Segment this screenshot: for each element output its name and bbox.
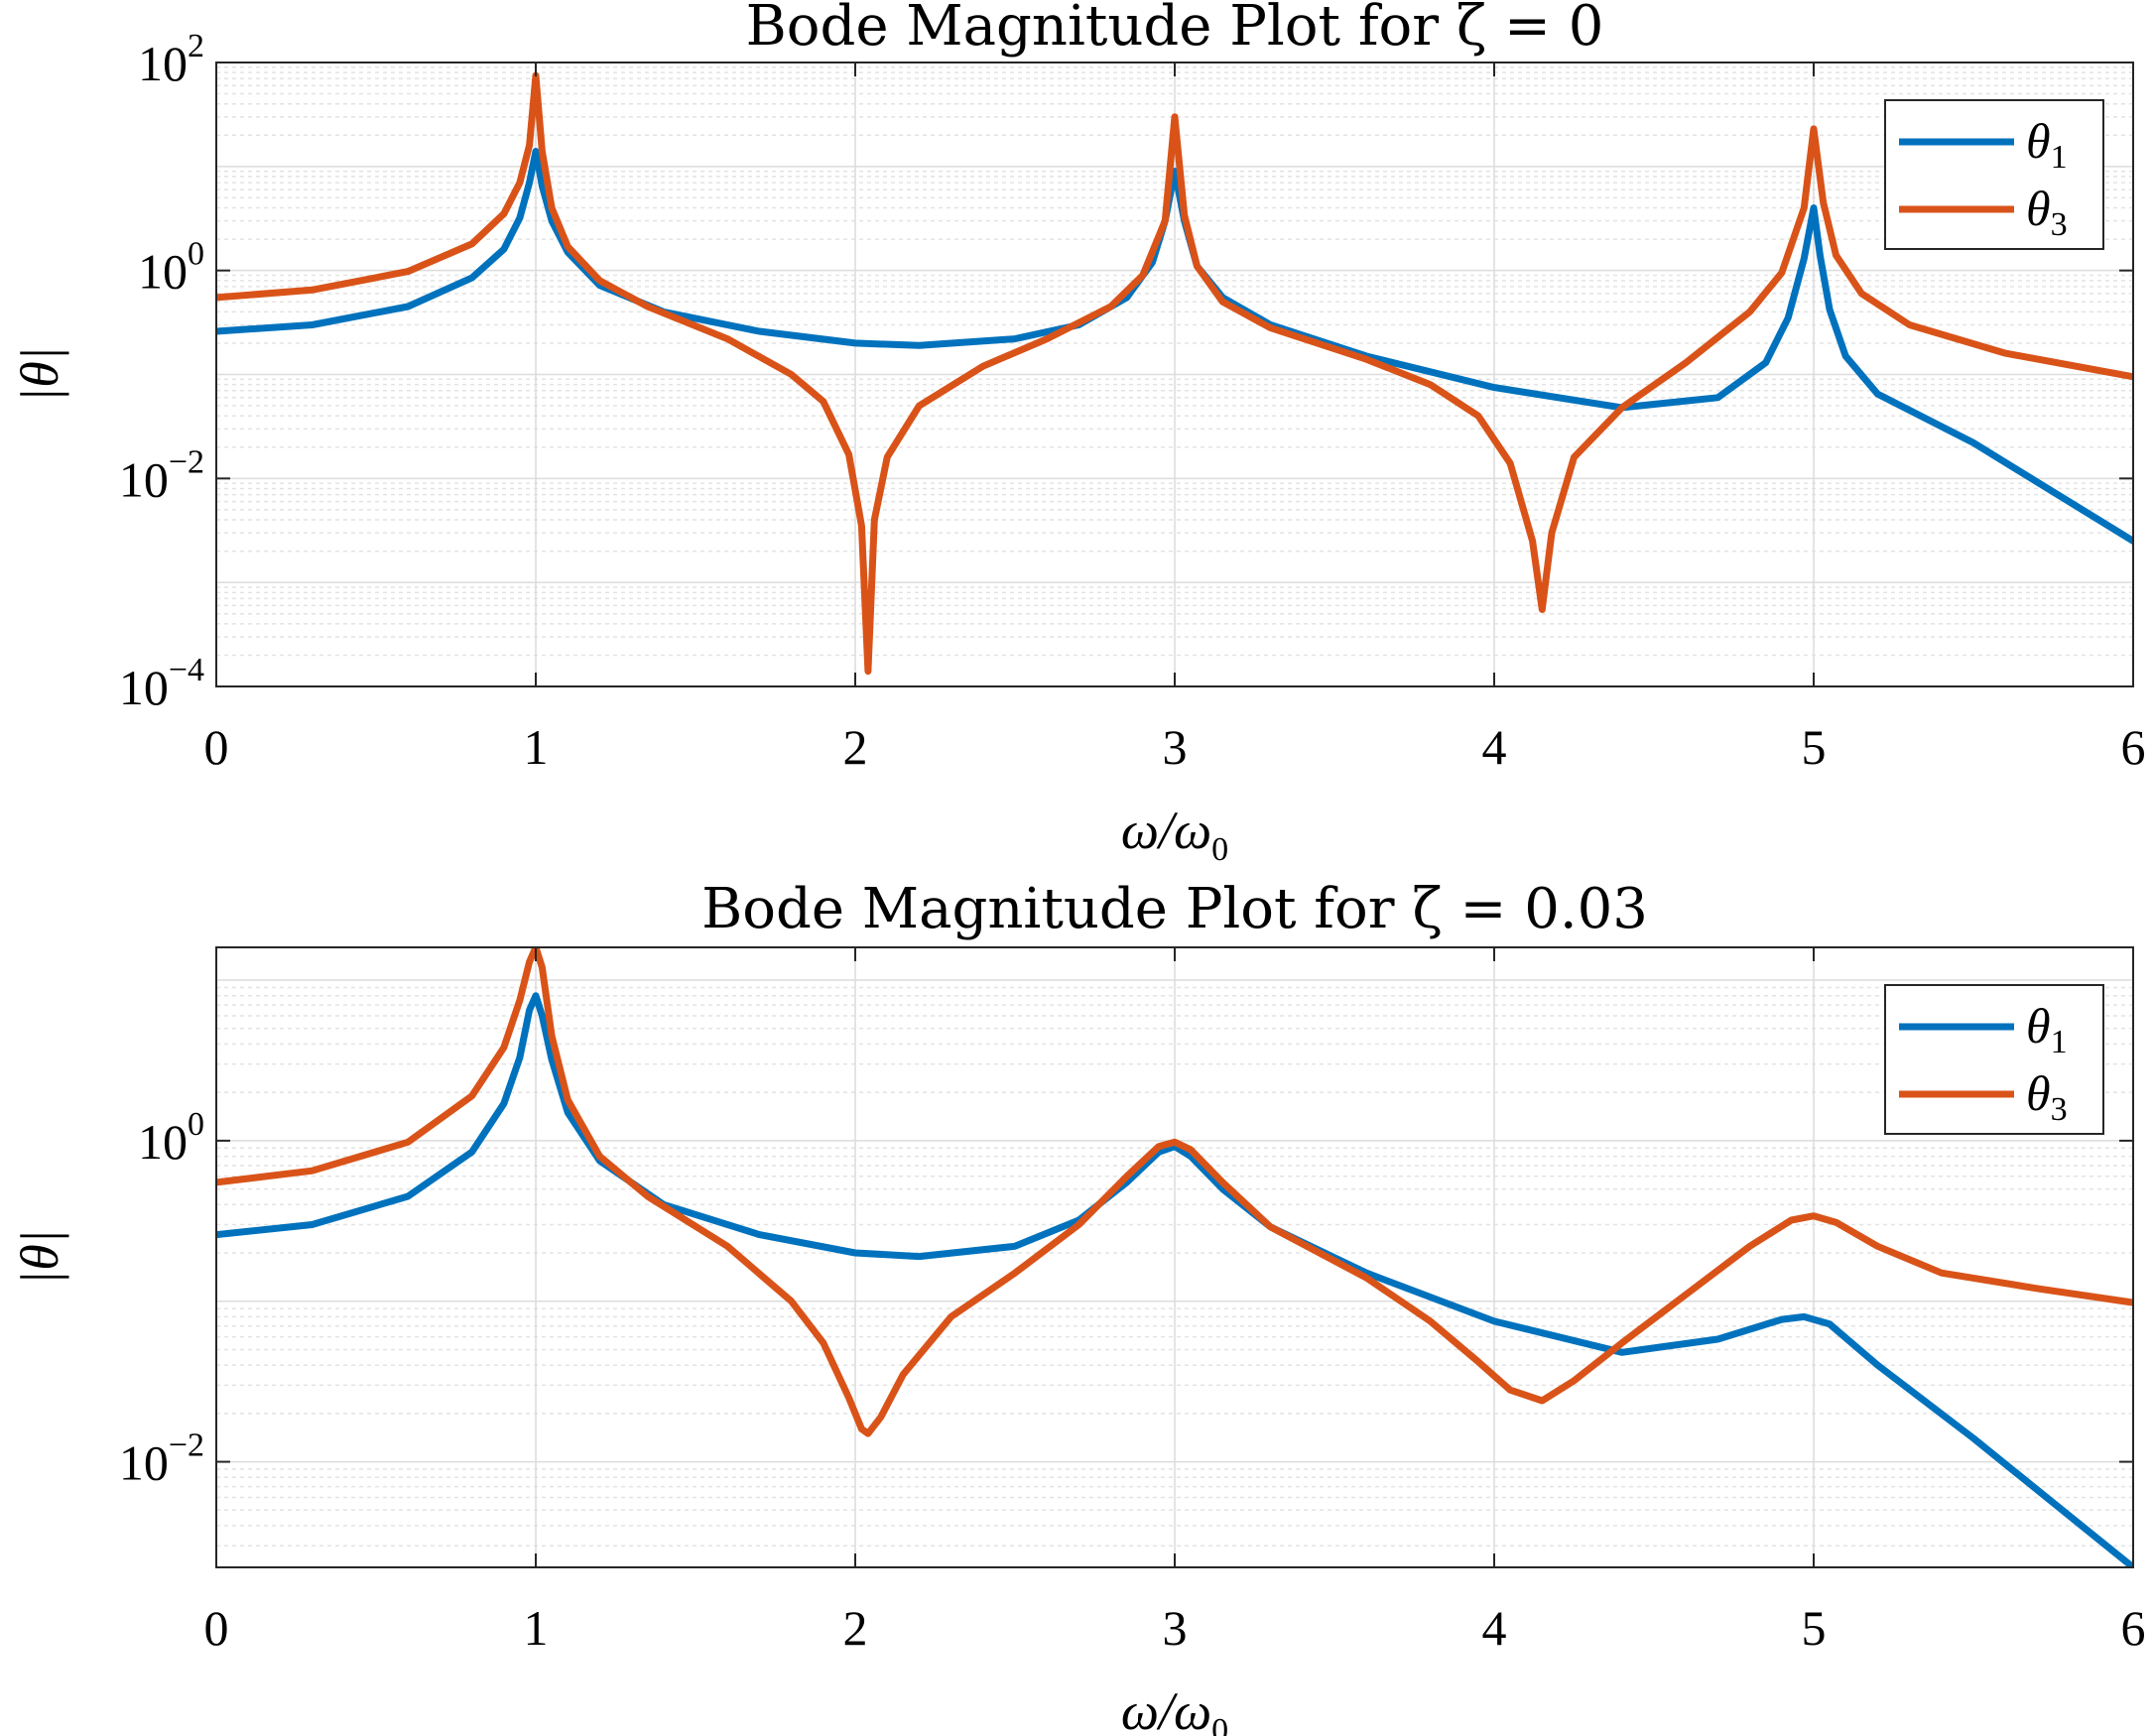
legend-box — [1884, 984, 2104, 1135]
y-tick-label: 100 — [138, 1106, 204, 1170]
x-tick-label: 1 — [524, 719, 549, 775]
x-tick-label: 0 — [204, 719, 229, 775]
legend-label-θ3: θ3 — [2026, 1065, 2068, 1128]
x-axis-label: ω/ω0 — [1121, 801, 1228, 868]
legend-label-θ1: θ1 — [2026, 113, 2068, 176]
y-axis-label: |θ| — [10, 1229, 69, 1285]
chart-panel-zeta-0: 0 1 2 3 4 5 6 10−4 10−2 100 102 Bode Magnitude Plot… — [10, 0, 2146, 868]
y-axis-label: |θ| — [10, 346, 69, 402]
series-line-θ3 — [216, 947, 2133, 1437]
legend-label-θ1: θ1 — [2026, 998, 2068, 1060]
x-tick-label: 2 — [843, 719, 868, 775]
x-tick-label: 3 — [1163, 1600, 1188, 1656]
x-tick-label: 1 — [524, 1600, 549, 1656]
chart-panel-zeta-0-03: 0 1 2 3 4 5 6 10−2 100 Bode Magnitude Plot for ζ … — [10, 877, 2146, 1736]
chart-title: Bode Magnitude Plot for ζ = 0.03 — [701, 877, 1648, 941]
series-line-θ1 — [216, 992, 2133, 1567]
x-tick-label: 4 — [1482, 1600, 1507, 1656]
x-tick-label: 5 — [1802, 1600, 1827, 1656]
x-tick-label: 3 — [1163, 719, 1188, 775]
x-tick-label: 6 — [2121, 1600, 2146, 1656]
chart-title: Bode Magnitude Plot for ζ = 0 — [746, 0, 1604, 59]
series-lines — [216, 947, 2133, 1567]
series-lines — [216, 71, 2133, 676]
y-tick-label: 10−2 — [119, 443, 204, 507]
y-tick-label: 100 — [138, 236, 204, 300]
x-tick-label: 4 — [1482, 719, 1507, 775]
x-tick-label: 5 — [1802, 719, 1827, 775]
x-tick-label: 0 — [204, 1600, 229, 1656]
y-tick-label: 10−4 — [119, 652, 204, 715]
y-tick-label: 10−2 — [119, 1427, 204, 1491]
series-line-θ3 — [216, 71, 2133, 676]
legend-box — [1884, 99, 2104, 250]
legend-label-θ3: θ3 — [2026, 181, 2068, 243]
x-tick-label: 2 — [843, 1600, 868, 1656]
x-tick-label: 6 — [2121, 719, 2146, 775]
grid — [215, 62, 2134, 687]
x-axis-label: ω/ω0 — [1121, 1681, 1228, 1736]
y-tick-label: 102 — [138, 28, 204, 91]
